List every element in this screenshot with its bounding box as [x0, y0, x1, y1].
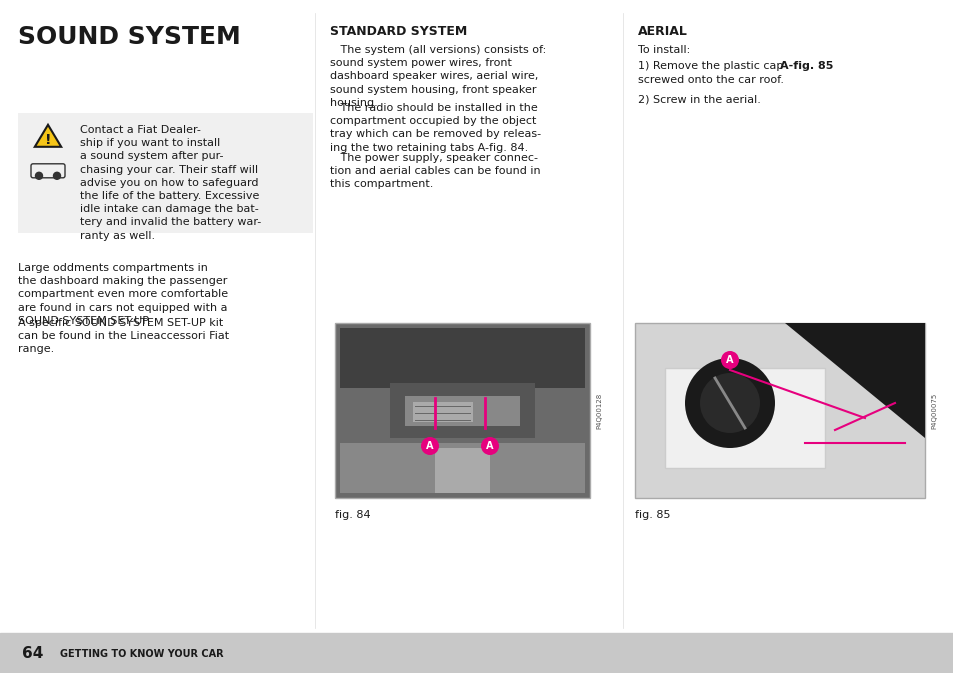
Text: A: A — [486, 441, 494, 451]
Text: AERIAL: AERIAL — [638, 25, 687, 38]
Circle shape — [700, 373, 760, 433]
Circle shape — [684, 358, 774, 448]
Text: The radio should be installed in the
compartment occupied by the object
tray whi: The radio should be installed in the com… — [330, 103, 540, 153]
Text: The system (all versions) consists of:
sound system power wires, front
dashboard: The system (all versions) consists of: s… — [330, 45, 546, 108]
Text: GETTING TO KNOW YOUR CAR: GETTING TO KNOW YOUR CAR — [60, 649, 223, 659]
Circle shape — [35, 172, 43, 179]
Circle shape — [480, 437, 498, 455]
Bar — [335, 323, 589, 498]
Bar — [435, 448, 490, 493]
Text: Large oddments compartments in
the dashboard making the passenger
compartment ev: Large oddments compartments in the dashb… — [18, 263, 228, 326]
Circle shape — [53, 172, 60, 179]
Text: STANDARD SYSTEM: STANDARD SYSTEM — [330, 25, 467, 38]
Bar — [413, 402, 473, 422]
Polygon shape — [784, 323, 924, 438]
Text: A specific SOUND SYSTEM SET-UP kit
can be found in the Lineaccessori Fiat
range.: A specific SOUND SYSTEM SET-UP kit can b… — [18, 318, 229, 355]
Text: 1) Remove the plastic cap: 1) Remove the plastic cap — [638, 61, 786, 71]
Bar — [18, 113, 313, 233]
Text: SOUND SYSTEM: SOUND SYSTEM — [18, 25, 240, 49]
Text: P4Q00075: P4Q00075 — [930, 392, 936, 429]
Text: A: A — [426, 441, 434, 451]
Text: A: A — [725, 355, 733, 365]
Bar — [635, 323, 924, 498]
Text: fig. 85: fig. 85 — [635, 510, 670, 520]
Polygon shape — [34, 125, 61, 147]
Bar — [405, 396, 519, 426]
Text: The power supply, speaker connec-
tion and aerial cables can be found in
this co: The power supply, speaker connec- tion a… — [330, 153, 540, 189]
Bar — [664, 368, 824, 468]
Circle shape — [420, 437, 438, 455]
Bar — [390, 383, 535, 438]
Text: A-fig. 85: A-fig. 85 — [780, 61, 833, 71]
Bar — [339, 443, 584, 493]
Text: 64: 64 — [22, 647, 43, 662]
Bar — [0, 633, 953, 673]
Circle shape — [720, 351, 739, 369]
Text: Contact a Fiat Dealer-
ship if you want to install
a sound system after pur-
cha: Contact a Fiat Dealer- ship if you want … — [80, 125, 261, 241]
Text: fig. 84: fig. 84 — [335, 510, 370, 520]
Text: screwed onto the car roof.: screwed onto the car roof. — [638, 75, 783, 85]
Text: P4Q00128: P4Q00128 — [596, 392, 601, 429]
Text: !: ! — [45, 133, 51, 147]
Bar — [339, 328, 584, 388]
Text: To install:: To install: — [638, 45, 690, 55]
Text: 2) Screw in the aerial.: 2) Screw in the aerial. — [638, 95, 760, 105]
